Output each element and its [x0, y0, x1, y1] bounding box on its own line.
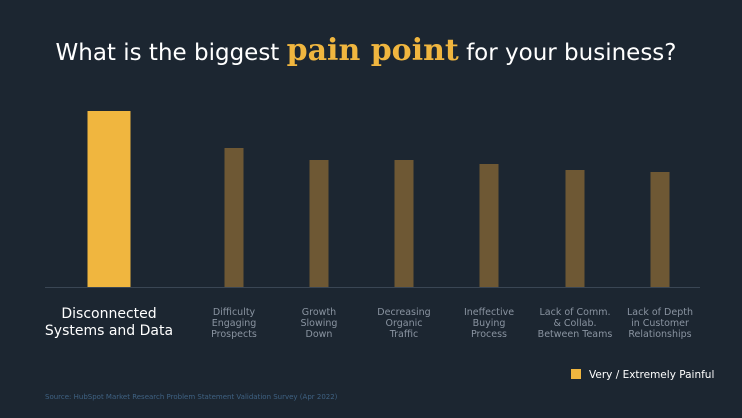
x-tick-label: Disconnected Systems and Data	[45, 306, 173, 339]
chart-title: What is the biggest pain point for your …	[56, 33, 677, 68]
title-part: for your business?	[459, 40, 677, 66]
bar	[309, 160, 329, 287]
bar	[394, 160, 414, 287]
x-tick-label: Decreasing Organic Traffic	[377, 307, 430, 340]
bar	[87, 111, 131, 287]
legend-swatch	[571, 369, 581, 379]
x-tick-label: Lack of Comm. & Collab. Between Teams	[538, 307, 613, 340]
bar	[224, 148, 244, 287]
title-part: What is the biggest	[56, 40, 287, 66]
legend-label: Very / Extremely Painful	[589, 369, 714, 381]
x-tick-label: Lack of Depth in Customer Relationships	[627, 307, 693, 340]
bar	[479, 164, 499, 287]
source: Source: HubSpot Market Research Problem …	[45, 393, 338, 401]
x-tick-label: Difficulty Engaging Prospects	[211, 307, 257, 340]
bar	[565, 170, 585, 287]
x-tick-label: Growth Slowing Down	[301, 307, 338, 340]
x-tick-label: Ineffective Buying Process	[464, 307, 514, 340]
title-highlight: pain point	[287, 33, 459, 68]
bar	[650, 172, 670, 287]
